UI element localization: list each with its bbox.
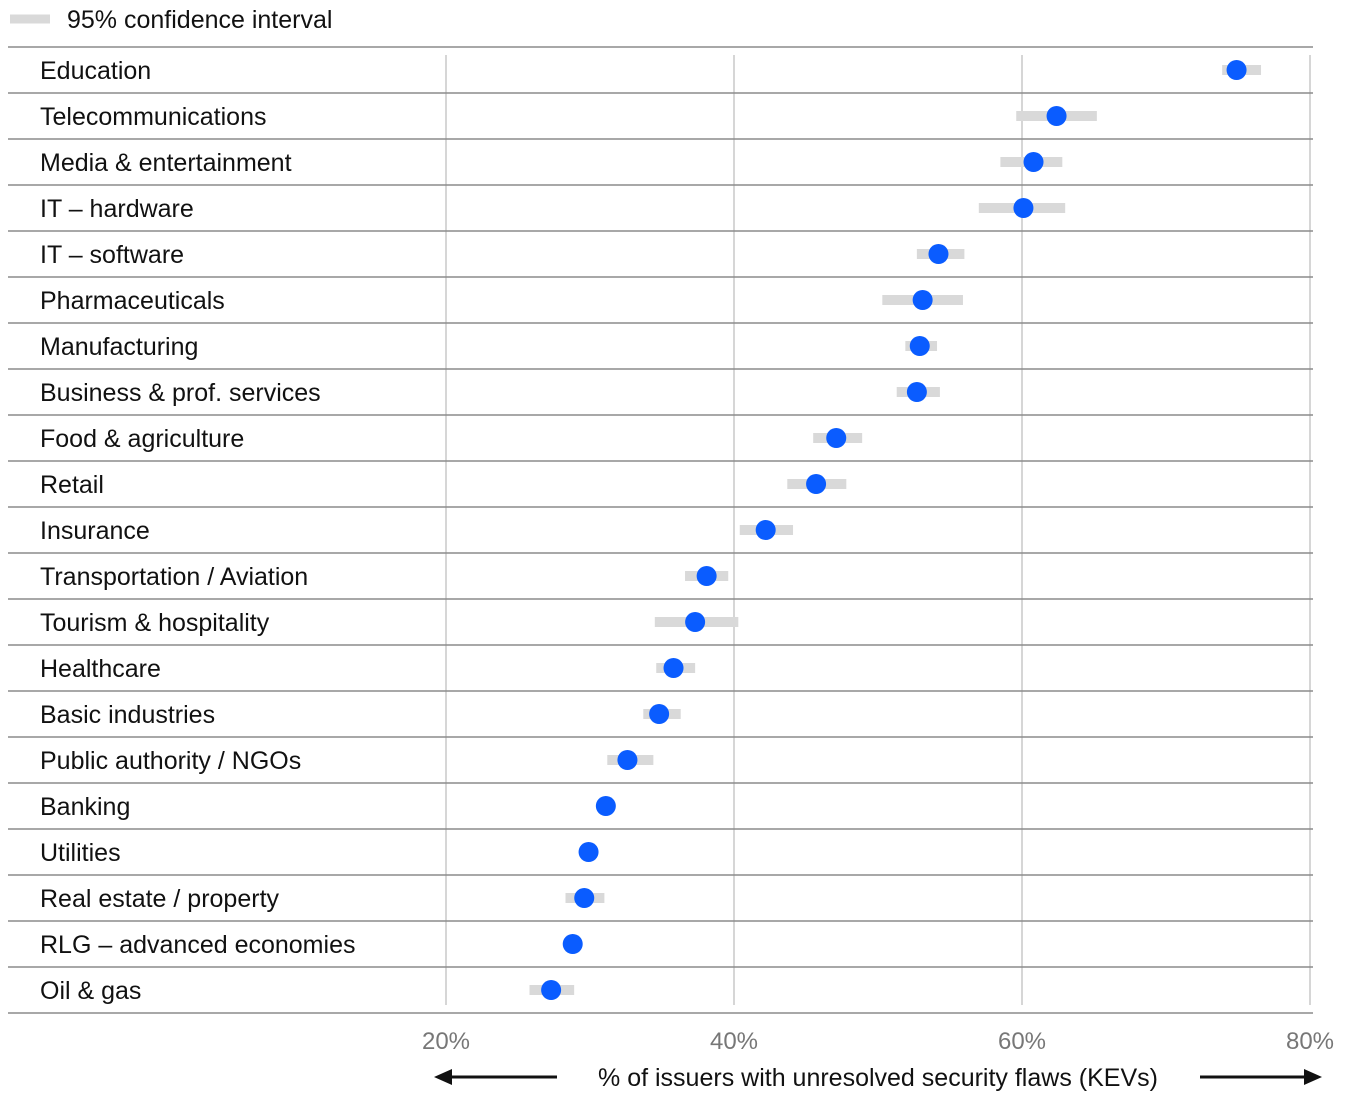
data-point — [685, 612, 706, 632]
data-point — [617, 750, 638, 770]
row-label: Insurance — [40, 517, 150, 545]
data-point — [1023, 152, 1044, 172]
data-point — [806, 474, 827, 494]
data-point — [909, 336, 930, 356]
data-point — [578, 842, 599, 862]
data-point — [574, 888, 595, 908]
data-point — [755, 520, 776, 540]
data-points — [541, 60, 1247, 1000]
row-label: Utilities — [40, 839, 121, 867]
row-label: Transportation / Aviation — [40, 563, 308, 591]
row-label: Public authority / NGOs — [40, 747, 301, 775]
x-tick-label: 40% — [710, 1028, 758, 1055]
gridlines — [445, 55, 1311, 1005]
data-point — [595, 796, 616, 816]
row-label: IT – software — [40, 241, 184, 269]
legend-ci-label: 95% confidence interval — [67, 6, 332, 34]
row-label: Tourism & hospitality — [40, 609, 270, 637]
data-point — [562, 934, 583, 954]
data-point — [906, 382, 927, 402]
x-tick-label: 80% — [1286, 1028, 1334, 1055]
data-point — [928, 244, 949, 264]
x-tick-label: 20% — [422, 1028, 470, 1055]
row-label: Pharmaceuticals — [40, 287, 225, 315]
right-arrow-icon — [1304, 1069, 1322, 1085]
row-label: Real estate / property — [40, 885, 280, 913]
row-label: Basic industries — [40, 701, 215, 729]
row-label: RLG – advanced economies — [40, 931, 355, 959]
data-point — [541, 980, 562, 1000]
row-label: Retail — [40, 471, 104, 499]
row-label: Education — [40, 57, 151, 85]
row-label: Telecommunications — [40, 103, 267, 131]
row-label: Business & prof. services — [40, 379, 321, 407]
row-label: IT – hardware — [40, 195, 194, 223]
row-label: Oil & gas — [40, 977, 141, 1005]
x-tick-labels: 20% 40% 60% 80% — [422, 1028, 1334, 1055]
x-axis-title: % of issuers with unresolved security fl… — [598, 1064, 1158, 1092]
row-labels: Education Telecommunications Media & enter… — [40, 57, 355, 1005]
data-point — [912, 290, 933, 310]
row-label: Banking — [40, 793, 130, 821]
x-axis-title-group: % of issuers with unresolved security fl… — [434, 1064, 1322, 1092]
row-label: Manufacturing — [40, 333, 198, 361]
legend: 95% confidence interval — [10, 6, 332, 34]
confidence-intervals — [529, 65, 1262, 995]
data-point — [1013, 198, 1034, 218]
data-point — [826, 428, 847, 448]
row-label: Food & agriculture — [40, 425, 244, 453]
data-point — [663, 658, 684, 678]
data-point — [1046, 106, 1067, 126]
row-separators — [8, 46, 1313, 1014]
data-point — [649, 704, 670, 724]
data-point — [696, 566, 717, 586]
left-arrow-icon — [434, 1069, 452, 1085]
row-label: Media & entertainment — [40, 149, 292, 177]
data-point — [1226, 60, 1247, 80]
x-tick-label: 60% — [998, 1028, 1046, 1055]
row-label: Healthcare — [40, 655, 161, 683]
